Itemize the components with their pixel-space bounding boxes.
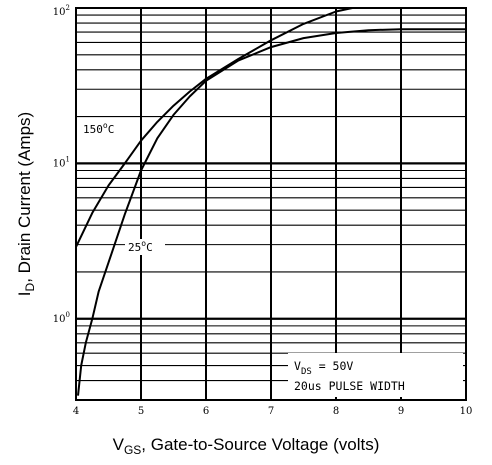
svg-text:25oC: 25oC bbox=[128, 239, 153, 254]
y-axis-title: ID, Drain Current (Amps) bbox=[15, 112, 37, 296]
x-tick-label: 9 bbox=[398, 406, 404, 417]
test-conditions-box: VDS = 50V 20us PULSE WIDTH bbox=[288, 353, 463, 397]
x-tick-label: 8 bbox=[333, 406, 339, 417]
grid bbox=[76, 8, 466, 401]
svg-text:150oC: 150oC bbox=[83, 121, 114, 136]
label-25c: 25oC bbox=[125, 239, 165, 255]
y-tick-label: 102 bbox=[53, 4, 70, 18]
tick-labels: 4 5 6 7 8 9 10 100 101 102 bbox=[53, 4, 473, 417]
x-tick-label: 4 bbox=[73, 406, 79, 417]
y-tick-label: 100 bbox=[53, 311, 70, 325]
x-tick-label: 10 bbox=[460, 406, 473, 417]
x-tick-label: 6 bbox=[203, 406, 209, 417]
series-line-25c bbox=[77, 28, 466, 396]
y-tick-label: 101 bbox=[53, 155, 70, 169]
label-150c: 150oC bbox=[81, 121, 131, 137]
x-tick-label: 7 bbox=[268, 406, 274, 417]
pulse-width-annotation: 20us PULSE WIDTH bbox=[294, 379, 405, 393]
plot-frame bbox=[75, 7, 467, 401]
vds-annotation: VDS = 50V bbox=[294, 359, 353, 377]
x-axis-title: VGS, Gate-to-Source Voltage (volts) bbox=[113, 435, 380, 457]
x-tick-label: 5 bbox=[138, 406, 144, 417]
